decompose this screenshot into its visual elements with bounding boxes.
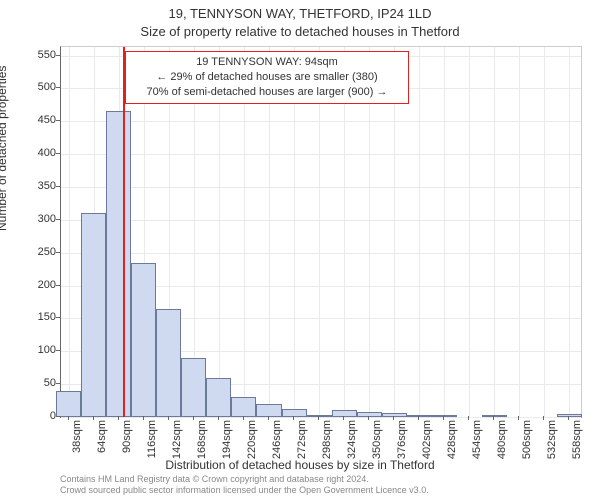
histogram-bar: [357, 412, 382, 417]
y-tick-label: 200: [6, 279, 56, 291]
histogram-bar: [56, 391, 81, 417]
histogram-bar: [231, 397, 256, 417]
histogram-bar: [131, 263, 156, 417]
annotation-line3: 70% of semi-detached houses are larger (…: [132, 85, 402, 100]
y-tick-label: 250: [6, 246, 56, 258]
footer-attribution: Contains HM Land Registry data © Crown c…: [60, 474, 429, 496]
x-axis-label: Distribution of detached houses by size …: [0, 458, 600, 472]
y-tick-label: 500: [6, 81, 56, 93]
y-tick-label: 0: [6, 410, 56, 422]
histogram-bar: [307, 415, 332, 417]
y-tick-label: 350: [6, 180, 56, 192]
y-tick-label: 100: [6, 344, 56, 356]
y-tick-label: 50: [6, 377, 56, 389]
y-tick-label: 400: [6, 147, 56, 159]
y-tick-label: 150: [6, 311, 56, 323]
histogram-bar: [81, 213, 106, 417]
histogram-bar: [407, 415, 432, 417]
y-tick-label: 450: [6, 114, 56, 126]
page-title-line1: 19, TENNYSON WAY, THETFORD, IP24 1LD: [0, 6, 600, 21]
histogram-bar: [106, 111, 131, 417]
y-tick-label: 550: [6, 49, 56, 61]
page-title-line2: Size of property relative to detached ho…: [0, 24, 600, 39]
histogram-bar: [206, 378, 231, 417]
histogram-bar: [482, 415, 507, 417]
footer-line2: Crowd sourced public sector information …: [60, 485, 429, 496]
footer-line1: Contains HM Land Registry data © Crown c…: [60, 474, 429, 485]
histogram-bar: [432, 415, 457, 417]
y-tick-label: 300: [6, 213, 56, 225]
histogram-bar: [382, 413, 407, 417]
histogram-bar: [156, 309, 181, 417]
histogram-bar: [282, 409, 307, 417]
annotation-line1: 19 TENNYSON WAY: 94sqm: [132, 55, 402, 70]
chart-plot-area: 19 TENNYSON WAY: 94sqm ← 29% of detached…: [60, 46, 582, 418]
histogram-bar: [557, 414, 582, 417]
histogram-bar: [181, 358, 206, 417]
annotation-box: 19 TENNYSON WAY: 94sqm ← 29% of detached…: [125, 51, 409, 104]
annotation-line2: ← 29% of detached houses are smaller (38…: [132, 70, 402, 85]
